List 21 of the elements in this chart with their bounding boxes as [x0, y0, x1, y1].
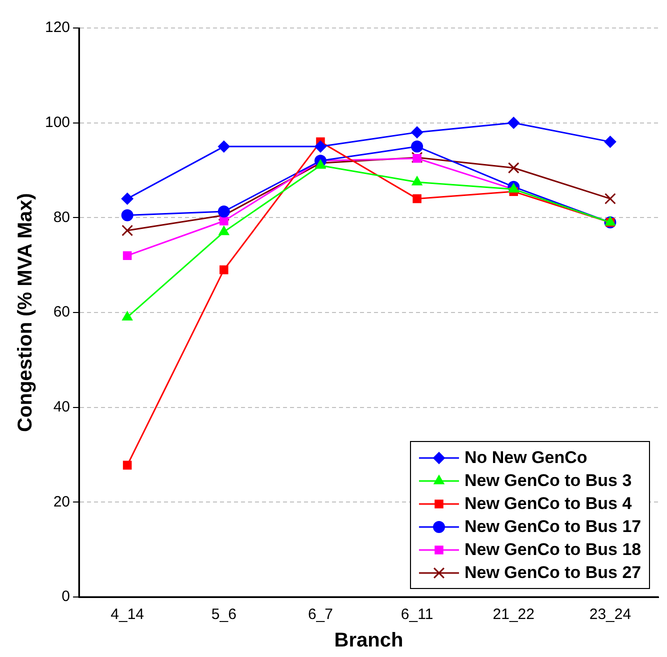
y-tick-label: 60 [53, 304, 70, 321]
legend-label: New GenCo to Bus 17 [464, 516, 642, 536]
y-tick-label: 0 [62, 588, 70, 606]
y-tick-label: 20 [53, 493, 70, 510]
y-axis-title: Congestion (% MVA Max) [14, 193, 37, 432]
x-tick-label: 23_24 [589, 606, 632, 624]
x-tick-label: 21_22 [492, 606, 534, 624]
x-tick-label: 4_14 [110, 606, 144, 624]
y-tick-label: 120 [44, 19, 70, 36]
y-tick-label: 40 [53, 398, 70, 416]
x-tick-label: 6_7 [308, 606, 333, 624]
legend-label: New GenCo to Bus 27 [464, 562, 642, 582]
x-axis-title: Branch [334, 630, 404, 652]
legend-label: New GenCo to Bus 18 [464, 540, 642, 560]
legend-label: New GenCo to Bus 4 [464, 494, 632, 514]
x-tick-label: 5_6 [211, 606, 236, 624]
legend-label: No New GenCo [464, 448, 588, 468]
y-tick-label: 100 [44, 114, 70, 131]
y-tick-label: 80 [53, 208, 70, 226]
legend-label: New GenCo to Bus 3 [464, 470, 632, 490]
x-tick-label: 6_11 [400, 606, 434, 624]
